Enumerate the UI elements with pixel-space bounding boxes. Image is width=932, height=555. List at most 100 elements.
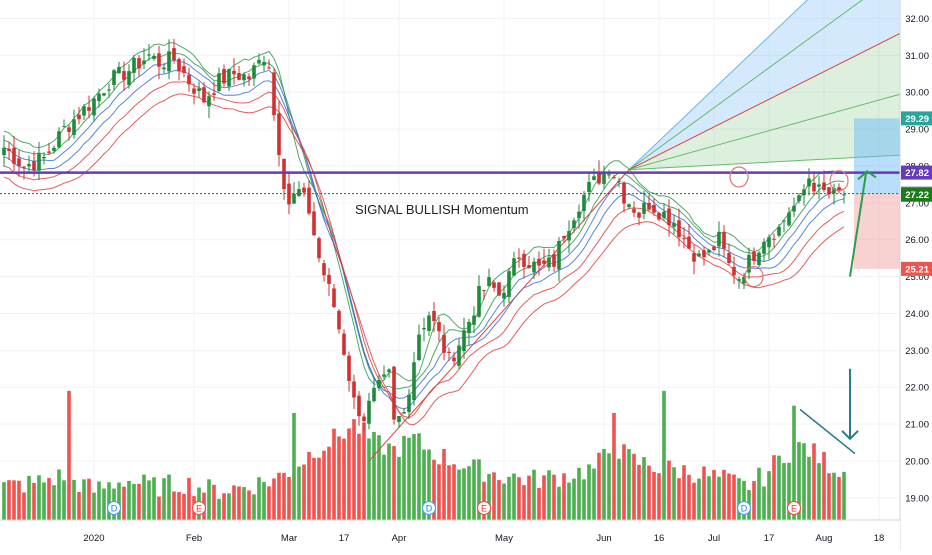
- candle-body-83: [417, 334, 421, 360]
- annotation-text: SIGNAL BULLISH Momentum: [355, 202, 529, 217]
- volume-bar-80: [402, 435, 406, 520]
- candle-body-8: [42, 156, 46, 159]
- candle-body-68: [342, 333, 346, 355]
- volume-bar-157: [787, 462, 791, 520]
- volume-bar-41: [207, 479, 211, 520]
- volume-bar-111: [557, 486, 561, 520]
- bullish-arrow: [849, 173, 867, 277]
- volume-bar-94: [472, 459, 476, 520]
- volume-bar-27: [137, 483, 141, 520]
- volume-bar-151: [757, 467, 761, 520]
- candle-body-77: [387, 369, 391, 372]
- volume-bar-4: [22, 492, 26, 520]
- candle-body-63: [317, 238, 321, 259]
- candle-body-90: [452, 357, 456, 362]
- volume-bar-3: [17, 480, 21, 520]
- volume-bar-20: [102, 488, 106, 520]
- volume-bar-123: [617, 458, 621, 520]
- volume-bar-28: [142, 474, 146, 520]
- candle-body-4: [22, 166, 26, 168]
- candle-body-18: [92, 98, 96, 116]
- event-marker-0: D: [106, 500, 122, 516]
- volume-bar-163: [817, 463, 821, 520]
- volume-bar-142: [712, 469, 716, 520]
- volume-bar-17: [87, 478, 91, 520]
- candle-body-48: [242, 74, 246, 81]
- candle-body-73: [367, 400, 371, 424]
- candle-body-160: [802, 189, 806, 196]
- price-badge-bg-0: [901, 111, 932, 126]
- volume-bar-16: [82, 479, 86, 520]
- candle-body-1: [7, 148, 11, 152]
- volume-bar-102: [512, 473, 516, 520]
- volume-trendline: [799, 408, 856, 455]
- volume-bar-63: [317, 457, 321, 520]
- price-tick-7: 26.00: [905, 235, 929, 246]
- volume-bar-135: [677, 478, 681, 520]
- volume-bar-10: [52, 485, 56, 520]
- volume-bar-91: [457, 469, 461, 520]
- volume-bar-67: [337, 436, 341, 520]
- candle-body-137: [687, 236, 691, 249]
- volume-bar-131: [657, 473, 661, 520]
- candle-body-162: [812, 182, 816, 192]
- candle-body-27: [137, 58, 141, 69]
- volume-bar-112: [562, 473, 566, 520]
- volume-bar-50: [252, 494, 256, 520]
- price-badge-3: 27.22: [905, 190, 929, 201]
- volume-bar-37: [187, 477, 191, 520]
- candle-body-110: [552, 254, 556, 267]
- price-tick-4: 23.00: [905, 346, 929, 357]
- volume-bar-146: [732, 474, 736, 520]
- candle-body-32: [162, 67, 166, 70]
- candle-body-14: [72, 119, 76, 135]
- volume-bar-147: [737, 478, 741, 520]
- candle-body-3: [17, 158, 21, 167]
- event-marker-circle-5: [786, 500, 802, 516]
- candle-body-134: [672, 223, 676, 227]
- channel-line-top: [628, 0, 808, 171]
- candle-body-149: [747, 254, 751, 273]
- volume-bar-15: [77, 491, 81, 520]
- candle-body-9: [47, 151, 51, 153]
- time-axis-bg: [0, 520, 900, 550]
- volume-bar-118: [592, 468, 596, 520]
- candle-body-144: [722, 232, 726, 249]
- volume-bar-145: [727, 473, 731, 520]
- price-badge-1: 27.82: [905, 168, 929, 179]
- candle-body-60: [302, 187, 306, 193]
- volume-bar-150: [752, 481, 756, 520]
- candle-body-62: [312, 211, 316, 236]
- volume-bar-138: [692, 482, 696, 520]
- candle-body-113: [567, 231, 571, 241]
- volume-bar-12: [62, 480, 66, 520]
- time-axis[interactable]: 2020 Feb Mar 17 Apr May Jun 16 Jul 17 Aug 18: [0, 519, 900, 550]
- price-tick-8: 27.00: [905, 198, 929, 209]
- volume-bar-101: [507, 476, 511, 520]
- price-tick-11: 30.00: [905, 88, 929, 99]
- candle-body-104: [522, 253, 526, 267]
- volume-bar-124: [622, 444, 626, 520]
- candle-body-89: [447, 351, 451, 354]
- bullish-arrow-head: [857, 170, 877, 181]
- candle-body-128: [642, 203, 646, 214]
- candle-body-26: [132, 57, 136, 73]
- volume-bar-6: [32, 483, 36, 520]
- volume-bar-122: [612, 413, 616, 520]
- volume-bar-95: [477, 459, 481, 520]
- candle-body-123: [617, 180, 621, 182]
- volume-bar-88: [442, 449, 446, 520]
- candle-body-37: [187, 74, 191, 85]
- volume-bar-61: [307, 451, 311, 520]
- volume-bar-65: [327, 446, 331, 520]
- candle-body-23: [117, 66, 121, 74]
- time-tick-11: 18: [874, 533, 885, 544]
- event-marker-label-1: E: [196, 504, 202, 514]
- volume-bar-105: [527, 475, 531, 520]
- price-tick-5: 24.00: [905, 309, 929, 320]
- volume-bar-43: [217, 498, 221, 520]
- time-tick-3: 17: [339, 533, 350, 544]
- price-axis[interactable]: 19.00 20.00 21.00 22.00 23.00 24.00 25.00 26.00…: [899, 0, 932, 550]
- event-marker-2: D: [421, 500, 437, 516]
